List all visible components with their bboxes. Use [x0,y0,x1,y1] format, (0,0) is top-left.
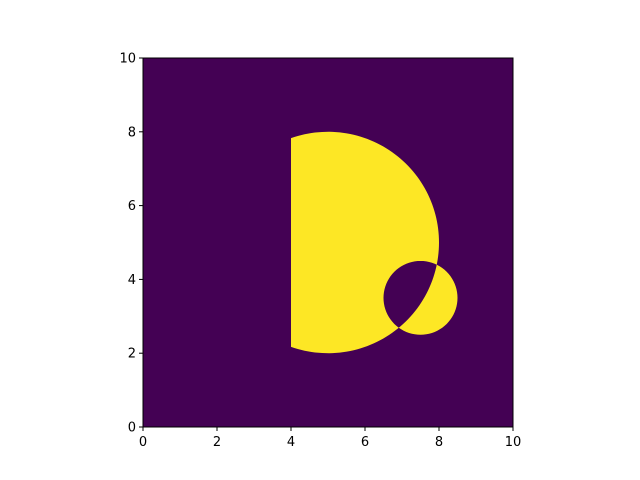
y-tick-label: 6 [128,199,136,214]
plot-area [142,57,514,428]
x-axis: 0 2 4 6 8 10 [139,427,521,450]
x-tick-label: 2 [213,435,221,450]
axes-frame [142,57,514,428]
y-axis: 0 2 4 6 8 10 [119,52,143,436]
x-tick-label: 0 [139,435,147,450]
x-tick-label: 10 [505,435,522,450]
y-tick-label: 8 [128,125,136,140]
y-tick-label: 4 [128,273,136,288]
y-tick-label: 2 [128,347,136,362]
y-tick-label: 10 [119,52,136,67]
heatmap-filled-region [291,131,458,354]
y-tick-label: 0 [128,421,136,436]
x-tick-label: 4 [287,435,295,450]
x-tick-label: 6 [361,435,369,450]
x-tick-label: 8 [435,435,443,450]
